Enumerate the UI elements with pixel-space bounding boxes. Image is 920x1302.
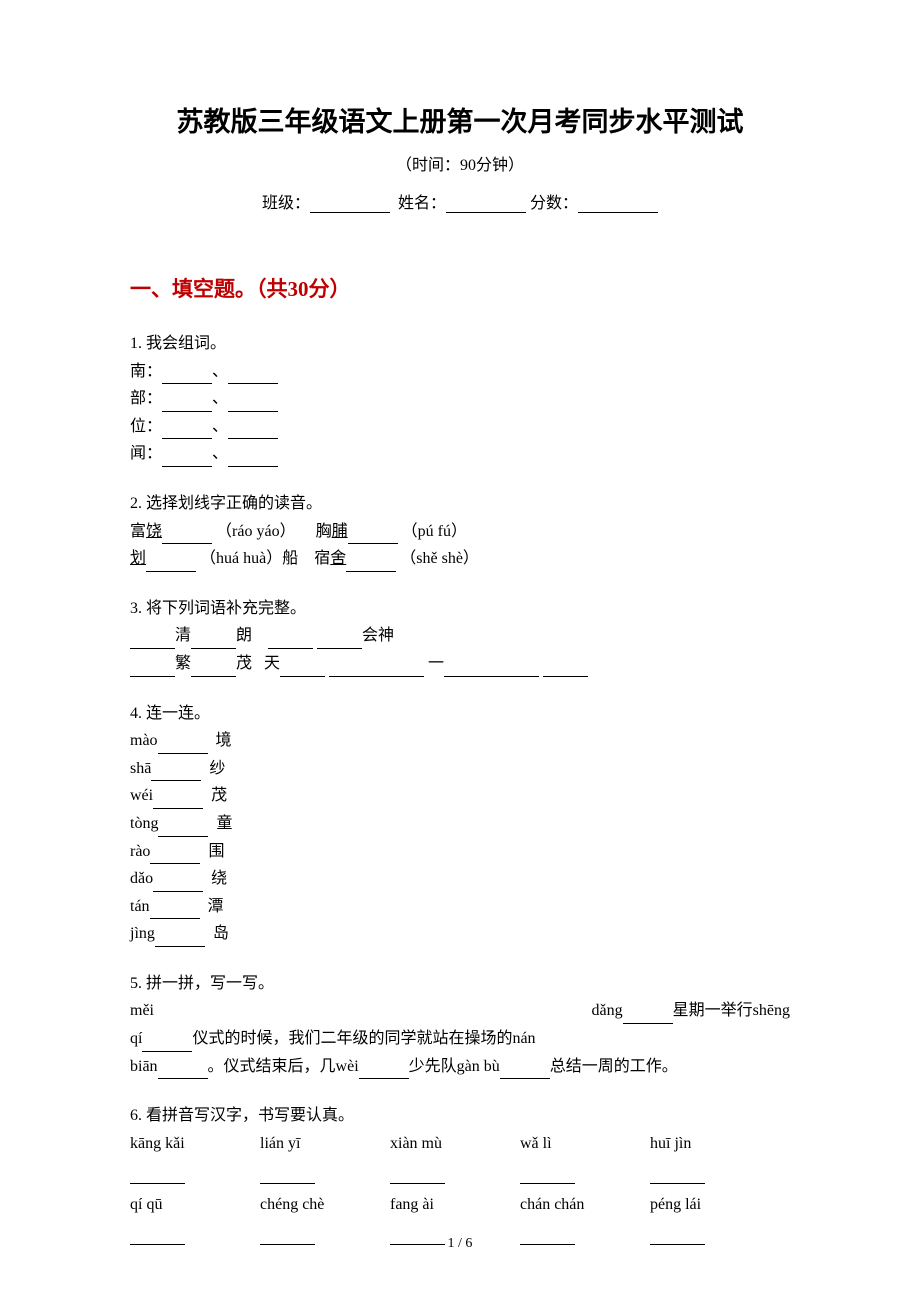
q4-item: rào 围 <box>130 839 790 865</box>
q6-pinyin: kāng kǎi <box>130 1131 260 1157</box>
q4-item: tòng 童 <box>130 811 790 837</box>
q1-blank[interactable] <box>228 451 278 467</box>
question-3: 3. 将下列词语补充完整。 清朗 会神 繁茂 天 一 <box>130 596 790 677</box>
q3-blank[interactable] <box>191 633 236 649</box>
q6-pinyin: péng lái <box>650 1192 780 1218</box>
q4-item: shā 纱 <box>130 756 790 782</box>
q4-blank[interactable] <box>150 848 200 864</box>
q3-blank[interactable] <box>268 633 313 649</box>
class-label: 班级： <box>262 195 310 212</box>
q6-pinyin: chéng chè <box>260 1192 390 1218</box>
question-2: 2. 选择划线字正确的读音。 富饶 （ráo yáo） 胸脯 （pú fú） 划… <box>130 491 790 572</box>
q3-blank[interactable] <box>280 661 325 677</box>
q2-line1: 富饶 （ráo yáo） 胸脯 （pú fú） <box>130 519 790 545</box>
q2-blank[interactable] <box>348 528 398 544</box>
q4-blank[interactable] <box>158 821 208 837</box>
q6-row1-pinyin: kāng kǎilián yīxiàn mùwǎ lìhuī jìn <box>130 1131 790 1157</box>
q1-blank[interactable] <box>228 423 278 439</box>
score-label: 分数： <box>530 195 578 212</box>
q4-item: wéi 茂 <box>130 783 790 809</box>
q6-pinyin: huī jìn <box>650 1131 780 1157</box>
q6-blank[interactable] <box>260 1168 315 1184</box>
info-line: 班级： 姓名： 分数： <box>130 189 790 213</box>
q4-blank[interactable] <box>151 765 201 781</box>
q2-blank[interactable] <box>346 556 396 572</box>
q5-blank[interactable] <box>359 1063 409 1079</box>
q6-pinyin: xiàn mù <box>390 1131 520 1157</box>
q5-line1: měi dǎng星期一举行shēng <box>130 998 790 1024</box>
q6-pinyin: wǎ lì <box>520 1131 650 1157</box>
q1-item-1: 部：、 <box>130 386 790 412</box>
q3-title: 3. 将下列词语补充完整。 <box>130 596 790 622</box>
q1-blank[interactable] <box>162 423 212 439</box>
q2-title: 2. 选择划线字正确的读音。 <box>130 491 790 517</box>
question-1: 1. 我会组词。 南：、 部：、 位：、 闻：、 <box>130 331 790 467</box>
q1-item-0: 南：、 <box>130 359 790 385</box>
q3-blank[interactable] <box>329 661 424 677</box>
q6-title: 6. 看拼音写汉字，书写要认真。 <box>130 1103 790 1129</box>
q3-blank[interactable] <box>317 633 362 649</box>
q5-blank[interactable] <box>158 1063 208 1079</box>
q3-blank[interactable] <box>130 633 175 649</box>
q5-blank[interactable] <box>623 1008 673 1024</box>
q6-blank[interactable] <box>650 1168 705 1184</box>
q4-item: tán 潭 <box>130 894 790 920</box>
q6-row1-blanks <box>130 1158 790 1184</box>
question-4: 4. 连一连。 mào 境shā 纱wéi 茂tòng 童rào 围dǎo 绕t… <box>130 701 790 947</box>
q6-pinyin: lián yī <box>260 1131 390 1157</box>
q4-blank[interactable] <box>158 738 208 754</box>
q5-blank[interactable] <box>142 1036 192 1052</box>
q4-item: dǎo 绕 <box>130 866 790 892</box>
q4-blank[interactable] <box>153 876 203 892</box>
q5-line2: qí仪式的时候，我们二年级的同学就站在操场的nán <box>130 1026 790 1052</box>
section-1-header: 一、填空题。（共30分） <box>130 273 790 303</box>
q3-line2: 繁茂 天 一 <box>130 651 790 677</box>
q3-blank[interactable] <box>191 661 236 677</box>
q1-item-2: 位：、 <box>130 414 790 440</box>
q4-item: mào 境 <box>130 728 790 754</box>
q1-blank[interactable] <box>162 451 212 467</box>
q3-blank[interactable] <box>543 661 588 677</box>
page-number: 1 / 6 <box>0 1236 920 1252</box>
class-blank[interactable] <box>310 195 390 213</box>
q4-blank[interactable] <box>153 793 203 809</box>
name-label: 姓名： <box>398 195 446 212</box>
q1-blank[interactable] <box>228 396 278 412</box>
q5-title: 5. 拼一拼，写一写。 <box>130 971 790 997</box>
q1-blank[interactable] <box>162 368 212 384</box>
question-5: 5. 拼一拼，写一写。 měi dǎng星期一举行shēng qí仪式的时候，我… <box>130 971 790 1079</box>
q6-pinyin: qí qū <box>130 1192 260 1218</box>
q6-blank[interactable] <box>130 1168 185 1184</box>
q2-blank[interactable] <box>146 556 196 572</box>
document-title: 苏教版三年级语文上册第一次月考同步水平测试 <box>130 100 790 139</box>
q3-blank[interactable] <box>130 661 175 677</box>
q1-blank[interactable] <box>228 368 278 384</box>
q5-blank[interactable] <box>500 1063 550 1079</box>
q4-item: jìng 岛 <box>130 921 790 947</box>
q2-line2: 划 （huá huà）船 宿舍 （shě shè） <box>130 546 790 572</box>
q1-item-3: 闻：、 <box>130 441 790 467</box>
q6-pinyin: chán chán <box>520 1192 650 1218</box>
q6-row2-pinyin: qí qūchéng chèfang àichán chánpéng lái <box>130 1192 790 1218</box>
q6-pinyin: fang ài <box>390 1192 520 1218</box>
score-blank[interactable] <box>578 195 658 213</box>
q6-blank[interactable] <box>520 1168 575 1184</box>
q6-blank[interactable] <box>390 1168 445 1184</box>
q3-line1: 清朗 会神 <box>130 623 790 649</box>
name-blank[interactable] <box>446 195 526 213</box>
q4-blank[interactable] <box>155 931 205 947</box>
q3-blank[interactable] <box>444 661 539 677</box>
q1-title: 1. 我会组词。 <box>130 331 790 357</box>
question-6: 6. 看拼音写汉字，书写要认真。 kāng kǎilián yīxiàn mùw… <box>130 1103 790 1245</box>
q4-title: 4. 连一连。 <box>130 701 790 727</box>
q1-blank[interactable] <box>162 396 212 412</box>
document-subtitle: （时间：90分钟） <box>130 151 790 175</box>
q5-line3: biān。仪式结束后，几wèi少先队gàn bù总结一周的工作。 <box>130 1054 790 1080</box>
q4-blank[interactable] <box>150 903 200 919</box>
q2-blank[interactable] <box>162 528 212 544</box>
